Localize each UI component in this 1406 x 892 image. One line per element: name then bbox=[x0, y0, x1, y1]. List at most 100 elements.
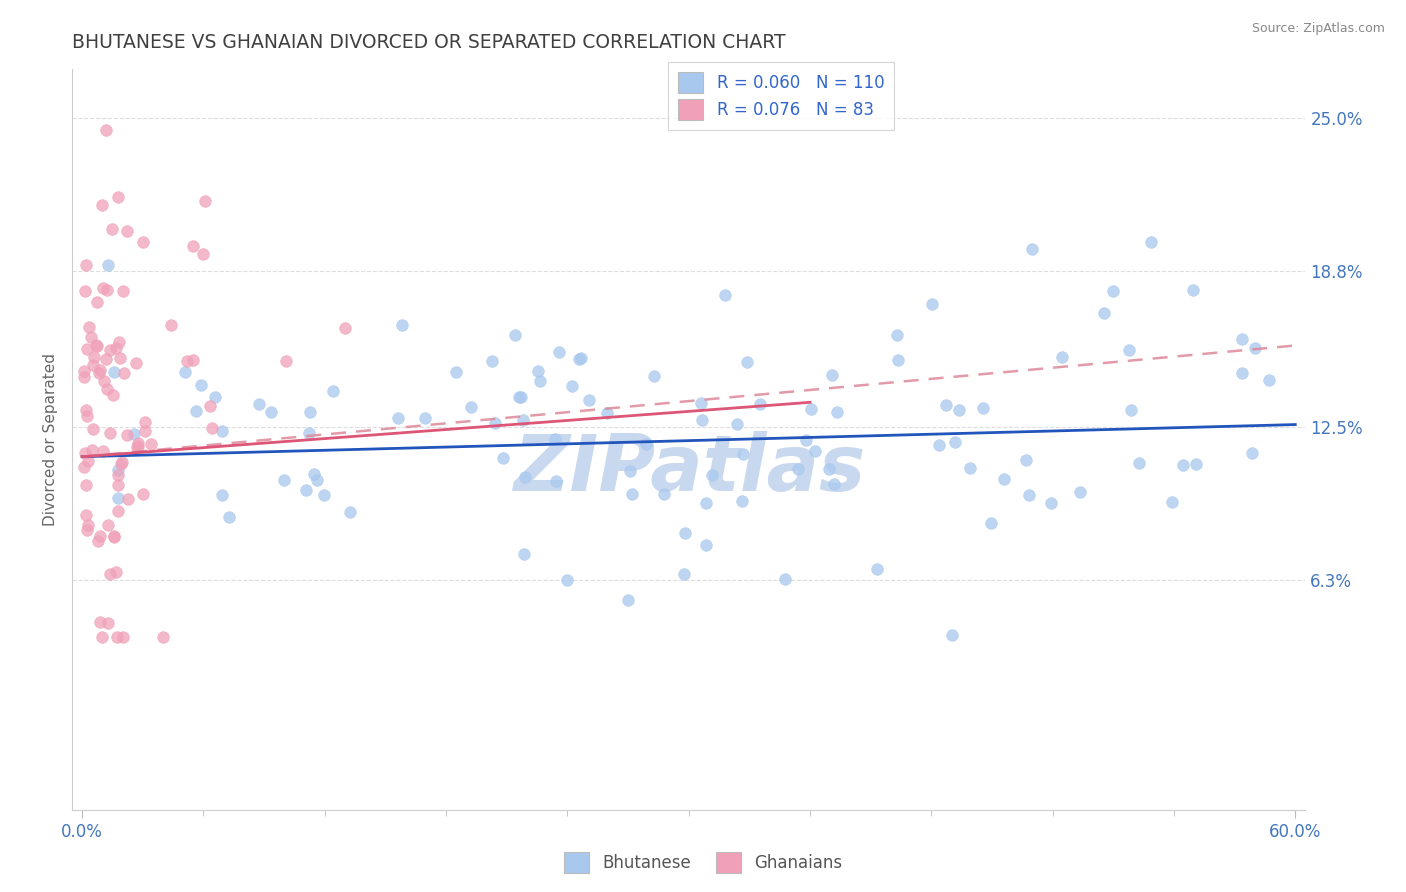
Point bbox=[211, 424, 233, 438]
Point bbox=[127, 440, 149, 454]
Text: ZIPatlas: ZIPatlas bbox=[513, 431, 865, 507]
Point bbox=[460, 400, 482, 414]
Point bbox=[80, 330, 103, 344]
Point bbox=[825, 405, 848, 419]
Point bbox=[673, 525, 696, 540]
Point bbox=[73, 446, 96, 460]
Point bbox=[97, 258, 120, 272]
Point bbox=[887, 353, 910, 368]
Point bbox=[97, 616, 120, 631]
Point bbox=[391, 318, 413, 333]
Point bbox=[821, 368, 844, 383]
Legend: Bhutanese, Ghanaians: Bhutanese, Ghanaians bbox=[557, 846, 849, 880]
Text: Source: ZipAtlas.com: Source: ZipAtlas.com bbox=[1251, 22, 1385, 36]
Point bbox=[181, 239, 204, 253]
Point bbox=[98, 567, 121, 582]
Point bbox=[1161, 495, 1184, 509]
Point bbox=[141, 436, 163, 450]
Point bbox=[108, 351, 131, 366]
Point bbox=[387, 411, 409, 425]
Point bbox=[1128, 456, 1150, 470]
Point bbox=[103, 529, 125, 543]
Point bbox=[508, 390, 530, 404]
Point bbox=[568, 351, 591, 366]
Point bbox=[103, 530, 125, 544]
Point bbox=[201, 421, 224, 435]
Point bbox=[249, 397, 271, 411]
Point bbox=[107, 467, 129, 482]
Point bbox=[302, 467, 325, 481]
Point bbox=[96, 383, 118, 397]
Point bbox=[94, 123, 117, 137]
Point bbox=[112, 284, 135, 298]
Point bbox=[731, 447, 754, 461]
Point bbox=[107, 463, 129, 477]
Point bbox=[77, 320, 100, 334]
Point bbox=[305, 473, 328, 487]
Point bbox=[86, 294, 108, 309]
Point bbox=[714, 288, 737, 302]
Point bbox=[73, 285, 96, 299]
Point bbox=[993, 472, 1015, 486]
Point bbox=[298, 405, 321, 419]
Point bbox=[544, 432, 567, 446]
Point bbox=[1039, 496, 1062, 510]
Point bbox=[725, 417, 748, 432]
Point bbox=[690, 395, 713, 409]
Point bbox=[75, 508, 97, 523]
Point bbox=[1050, 350, 1073, 364]
Point bbox=[105, 630, 128, 644]
Point bbox=[190, 377, 212, 392]
Point bbox=[1139, 235, 1161, 250]
Point bbox=[557, 574, 579, 588]
Point bbox=[89, 615, 111, 629]
Point bbox=[817, 462, 839, 476]
Point bbox=[124, 356, 146, 370]
Point bbox=[621, 487, 644, 501]
Point bbox=[184, 404, 207, 418]
Point bbox=[1021, 242, 1043, 256]
Point bbox=[132, 486, 155, 500]
Point bbox=[124, 427, 146, 442]
Point bbox=[111, 630, 134, 644]
Point bbox=[596, 406, 619, 420]
Point bbox=[104, 566, 127, 580]
Point bbox=[735, 355, 758, 369]
Point bbox=[134, 416, 156, 430]
Point bbox=[86, 338, 108, 352]
Point bbox=[617, 593, 640, 607]
Point bbox=[298, 425, 321, 440]
Point bbox=[787, 462, 810, 476]
Point bbox=[127, 440, 149, 454]
Point bbox=[200, 399, 222, 413]
Point bbox=[76, 409, 98, 423]
Point bbox=[89, 363, 111, 377]
Point bbox=[273, 473, 295, 487]
Point bbox=[634, 437, 657, 451]
Point bbox=[312, 488, 335, 502]
Point bbox=[73, 460, 96, 475]
Point bbox=[97, 517, 120, 532]
Point bbox=[941, 628, 963, 642]
Point bbox=[690, 412, 713, 426]
Point bbox=[117, 491, 139, 506]
Point bbox=[1230, 332, 1253, 346]
Point bbox=[643, 368, 665, 383]
Point bbox=[652, 487, 675, 501]
Point bbox=[294, 483, 316, 497]
Point bbox=[561, 379, 583, 393]
Point bbox=[91, 281, 114, 295]
Point bbox=[333, 321, 356, 335]
Point bbox=[181, 353, 204, 368]
Point bbox=[945, 435, 967, 450]
Text: BHUTANESE VS GHANAIAN DIVORCED OR SEPARATED CORRELATION CHART: BHUTANESE VS GHANAIAN DIVORCED OR SEPARA… bbox=[72, 33, 786, 52]
Point bbox=[159, 318, 181, 333]
Point bbox=[111, 455, 134, 469]
Point bbox=[444, 365, 467, 379]
Point bbox=[935, 398, 957, 412]
Point bbox=[218, 510, 240, 524]
Y-axis label: Divorced or Separated: Divorced or Separated bbox=[44, 353, 58, 526]
Point bbox=[948, 403, 970, 417]
Point bbox=[75, 259, 97, 273]
Point bbox=[75, 478, 97, 492]
